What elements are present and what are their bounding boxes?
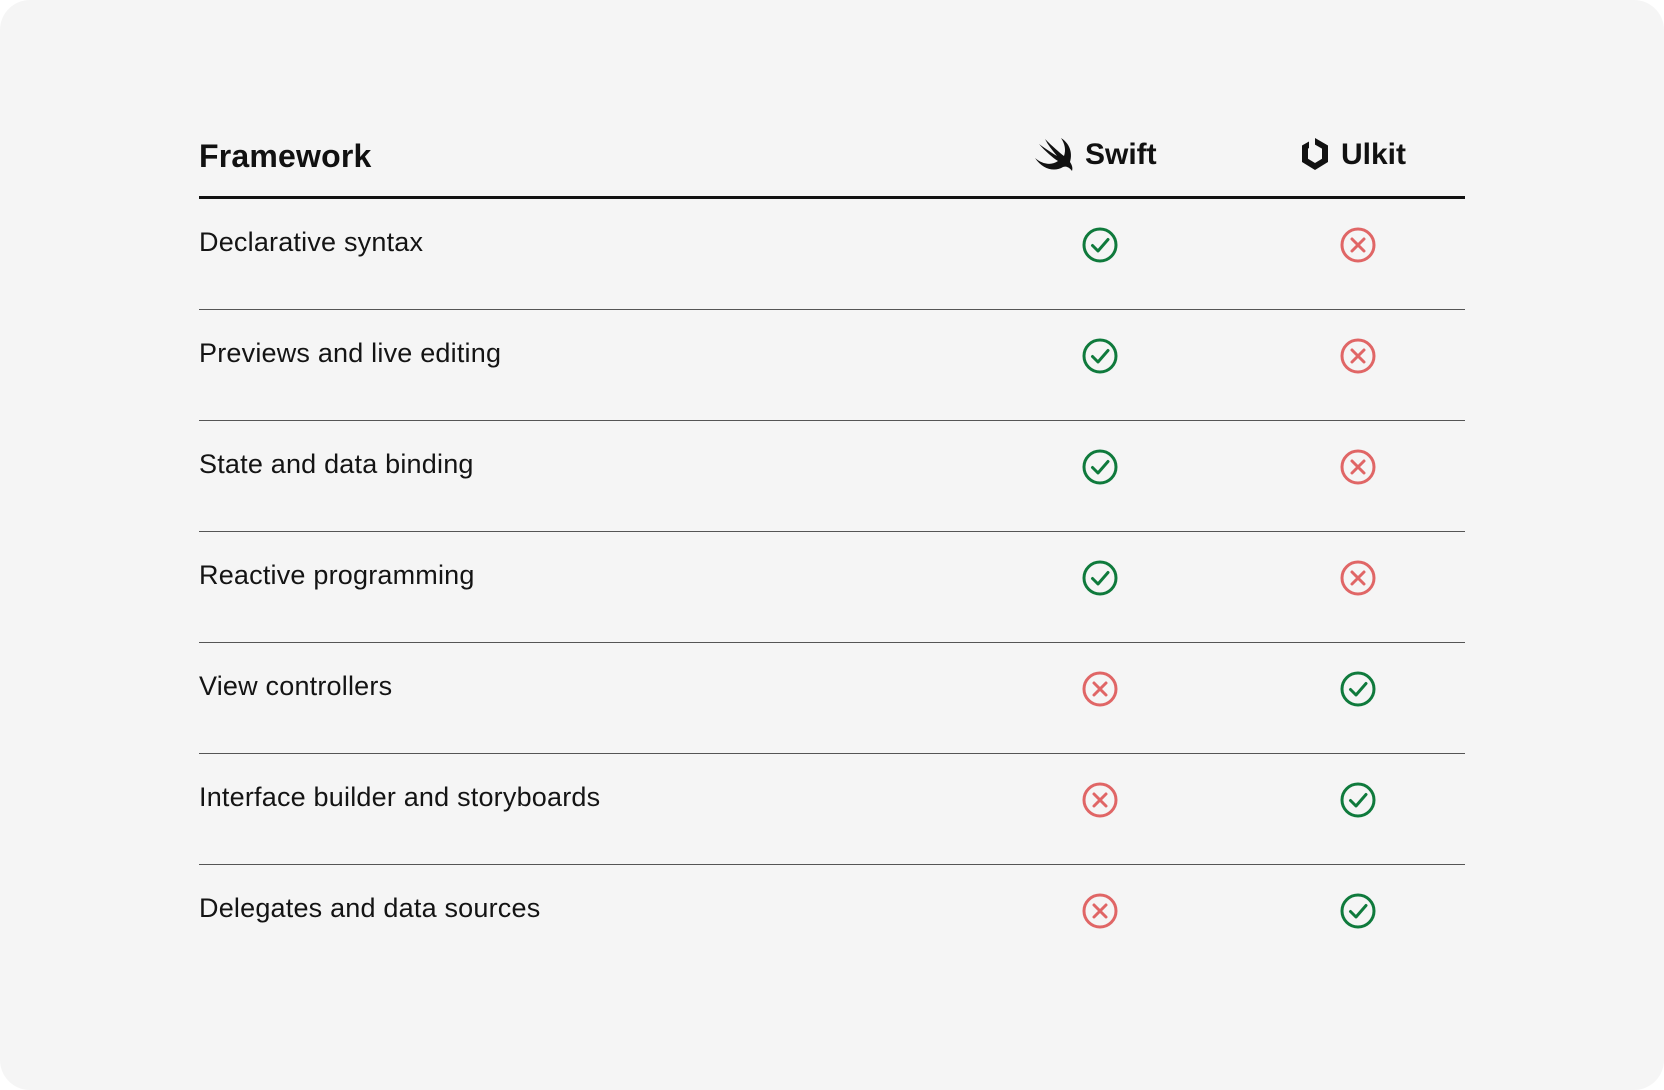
- column-label-uikit: Ulkit: [1341, 138, 1407, 171]
- table-row: Declarative syntax: [199, 199, 1465, 310]
- table-row: Previews and live editing: [199, 310, 1465, 421]
- x-circle-icon: [1081, 670, 1119, 708]
- x-circle-icon: [1081, 781, 1119, 819]
- check-circle-icon: [1081, 559, 1119, 597]
- check-circle-icon: [1339, 670, 1377, 708]
- check-circle-icon: [1339, 781, 1377, 819]
- uikit-logo-icon: [1302, 138, 1328, 170]
- table-row: Interface builder and storyboards: [199, 754, 1465, 865]
- x-circle-icon: [1081, 892, 1119, 930]
- row-label: State and data binding: [199, 449, 474, 479]
- table-row: View controllers: [199, 643, 1465, 754]
- check-circle-icon: [1339, 892, 1377, 930]
- table-row: State and data binding: [199, 421, 1465, 532]
- header-title: Framework: [199, 138, 372, 174]
- table-body: Declarative syntax Previews and live edit…: [199, 199, 1465, 976]
- row-label: Reactive programming: [199, 560, 475, 590]
- row-label: Previews and live editing: [199, 338, 502, 368]
- row-label: Interface builder and storyboards: [199, 782, 601, 812]
- x-circle-icon: [1339, 337, 1377, 375]
- column-header-swift: Swift: [1033, 134, 1157, 176]
- column-header-uikit: Ulkit: [1299, 134, 1406, 176]
- table-header: Framework Swift Ulkit: [199, 118, 1465, 199]
- row-label: Declarative syntax: [199, 227, 424, 257]
- check-circle-icon: [1081, 448, 1119, 486]
- x-circle-icon: [1339, 226, 1377, 264]
- check-circle-icon: [1081, 337, 1119, 375]
- check-circle-icon: [1081, 226, 1119, 264]
- comparison-table: Framework Swift Ulkit Declarative syntax…: [199, 118, 1465, 976]
- column-label-swift: Swift: [1085, 138, 1157, 171]
- table-row: Reactive programming: [199, 532, 1465, 643]
- x-circle-icon: [1339, 448, 1377, 486]
- x-circle-icon: [1339, 559, 1377, 597]
- row-label: Delegates and data sources: [199, 893, 541, 923]
- row-label: View controllers: [199, 671, 393, 701]
- table-row: Delegates and data sources: [199, 865, 1465, 976]
- swift-logo-icon: [1035, 138, 1073, 171]
